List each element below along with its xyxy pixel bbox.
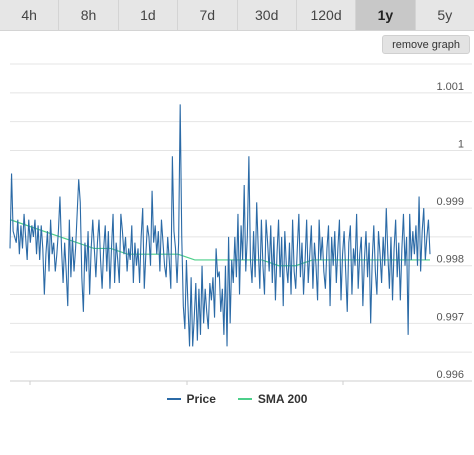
- y-tick-label: 1.001: [436, 81, 464, 93]
- tab-8h[interactable]: 8h: [59, 0, 119, 30]
- tab-4h[interactable]: 4h: [0, 0, 60, 30]
- legend-label-price: Price: [186, 392, 216, 406]
- legend-swatch-price: [166, 398, 181, 400]
- y-tick-label: 0.996: [436, 369, 464, 381]
- price-chart: 0.996 0.997 0.998 0.999 1 1.001 Apr '25Jul '2…: [9, 63, 472, 385]
- legend-item-sma-200[interactable]: SMA 200: [237, 392, 308, 406]
- tab-1d[interactable]: 1d: [119, 0, 179, 30]
- y-tick-label: 0.999: [436, 196, 464, 208]
- tab-5y[interactable]: 5y: [437, 7, 453, 23]
- remove-graph-button[interactable]: remove graph: [382, 35, 470, 54]
- y-tick-label: 0.997: [436, 311, 464, 323]
- legend-item-price[interactable]: Price: [166, 392, 216, 406]
- chart-legend: Price SMA 200: [0, 392, 474, 406]
- y-tick-label: 1: [458, 138, 464, 150]
- x-axis-ticks: Apr '25Jul '25Oct '25: [29, 381, 344, 385]
- tab-1y[interactable]: 1y: [356, 0, 416, 30]
- y-tick-label: 0.998: [436, 254, 464, 266]
- timeframe-tabs: 4h 8h 1d 7d 30d 120d 1y 5y: [0, 0, 474, 31]
- tab-7d[interactable]: 7d: [178, 0, 238, 30]
- y-axis-ticks: 0.996 0.997 0.998 0.999 1 1.001: [436, 81, 464, 381]
- legend-label-sma-200: SMA 200: [257, 392, 308, 406]
- series-line-price: [9, 104, 431, 347]
- legend-swatch-sma-200: [237, 398, 252, 400]
- tab-120d[interactable]: 120d: [297, 0, 357, 30]
- tab-30d[interactable]: 30d: [238, 0, 297, 30]
